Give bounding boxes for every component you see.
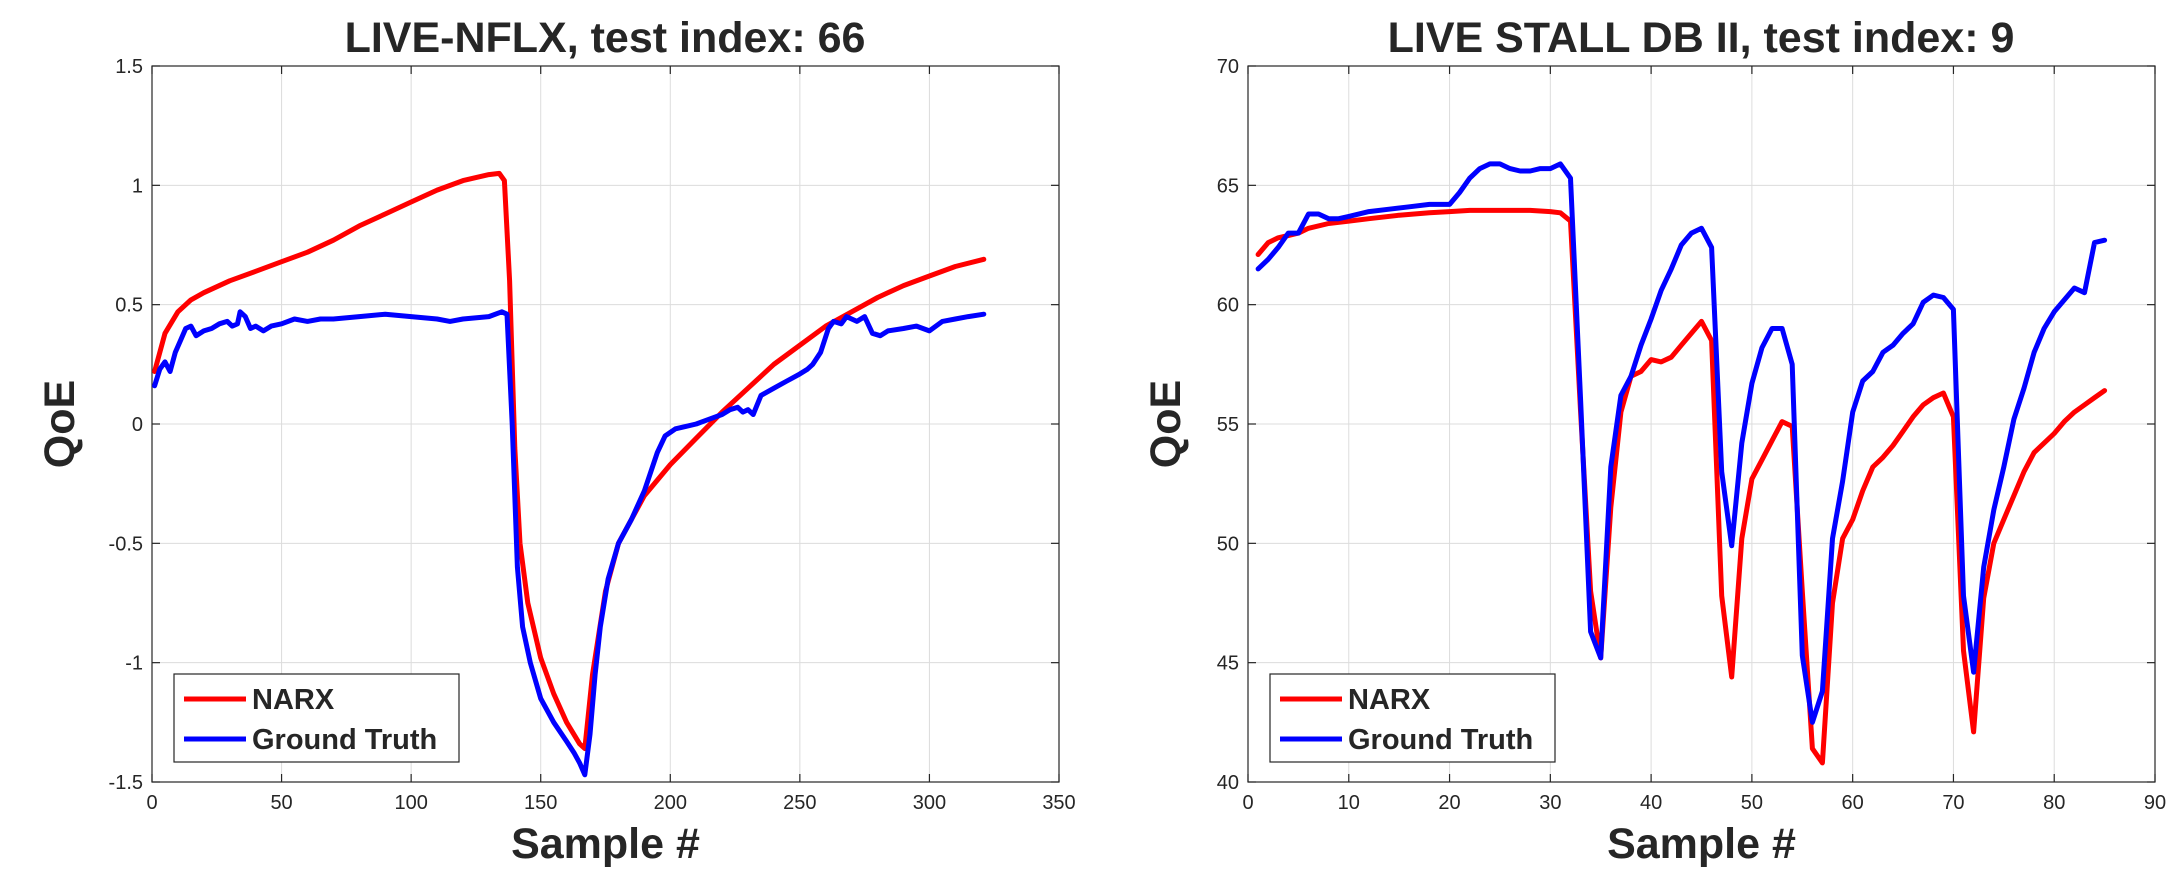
y-axis-label: QoE (1142, 380, 1190, 468)
chart-2: 0 10 20 30 40 50 60 70 80 90 40 45 50 55 60 65 70 LIVE ST… (1142, 14, 2166, 868)
x-axis-label: Sample # (511, 820, 700, 868)
y-tick-label: 45 (1217, 653, 1239, 675)
legend: NARX Ground Truth (1269, 673, 1556, 763)
x-tick-label: 350 (1042, 792, 1075, 814)
x-tick-label: 70 (1942, 792, 1964, 814)
series-line-narx (152, 170, 987, 752)
legend-label: NARX (252, 684, 335, 716)
y-axis-label: QoE (36, 380, 84, 468)
y-tick-label: 0 (132, 414, 143, 436)
x-tick-label: 50 (270, 792, 292, 814)
legend-label: Ground Truth (1348, 724, 1533, 756)
x-tick-label: 0 (1242, 792, 1253, 814)
x-tick-label: 50 (1741, 792, 1763, 814)
x-tick-label: 90 (2144, 792, 2166, 814)
y-tick-label: -1 (125, 653, 143, 675)
series-line-ground-truth (152, 309, 987, 778)
y-tick-label: 70 (1217, 56, 1239, 78)
legend-label: NARX (1348, 684, 1431, 716)
x-tick-label: 10 (1338, 792, 1360, 814)
x-tick-label: 250 (783, 792, 816, 814)
series-line-ground-truth (1255, 161, 2108, 725)
y-tick-label: 40 (1217, 772, 1239, 794)
y-tick-label: -1.5 (109, 772, 143, 794)
x-tick-label: 60 (1842, 792, 1864, 814)
x-tick-label: 0 (146, 792, 157, 814)
y-tick-label: -0.5 (109, 533, 143, 555)
y-tick-label: 65 (1217, 175, 1239, 197)
x-tick-label: 30 (1539, 792, 1561, 814)
x-tick-label: 300 (913, 792, 946, 814)
x-tick-label: 20 (1438, 792, 1460, 814)
y-tick-label: 1.5 (115, 56, 143, 78)
x-tick-label: 40 (1640, 792, 1662, 814)
series-line-narx (1255, 207, 2108, 766)
legend: NARX Ground Truth (173, 673, 460, 763)
x-tick-label: 150 (524, 792, 557, 814)
y-tick-label: 50 (1217, 533, 1239, 555)
y-tick-label: 60 (1217, 295, 1239, 317)
y-tick-label: 55 (1217, 414, 1239, 436)
chart-1: 0 50 100 150 200 250 300 350 -1.5 -1 -0.5 0 0.5 1 1.5 L… (36, 14, 1076, 868)
x-axis-label: Sample # (1607, 820, 1796, 868)
chart-title: LIVE STALL DB II, test index: 9 (1388, 14, 2015, 62)
legend-label: Ground Truth (252, 724, 437, 756)
x-tick-label: 200 (654, 792, 687, 814)
legend-box (173, 673, 460, 763)
x-tick-label: 80 (2043, 792, 2065, 814)
chart-title: LIVE-NFLX, test index: 66 (345, 14, 866, 62)
legend-box (1269, 673, 1556, 763)
y-tick-label: 1 (132, 175, 143, 197)
x-tick-label: 100 (394, 792, 427, 814)
y-tick-label: 0.5 (115, 295, 143, 317)
